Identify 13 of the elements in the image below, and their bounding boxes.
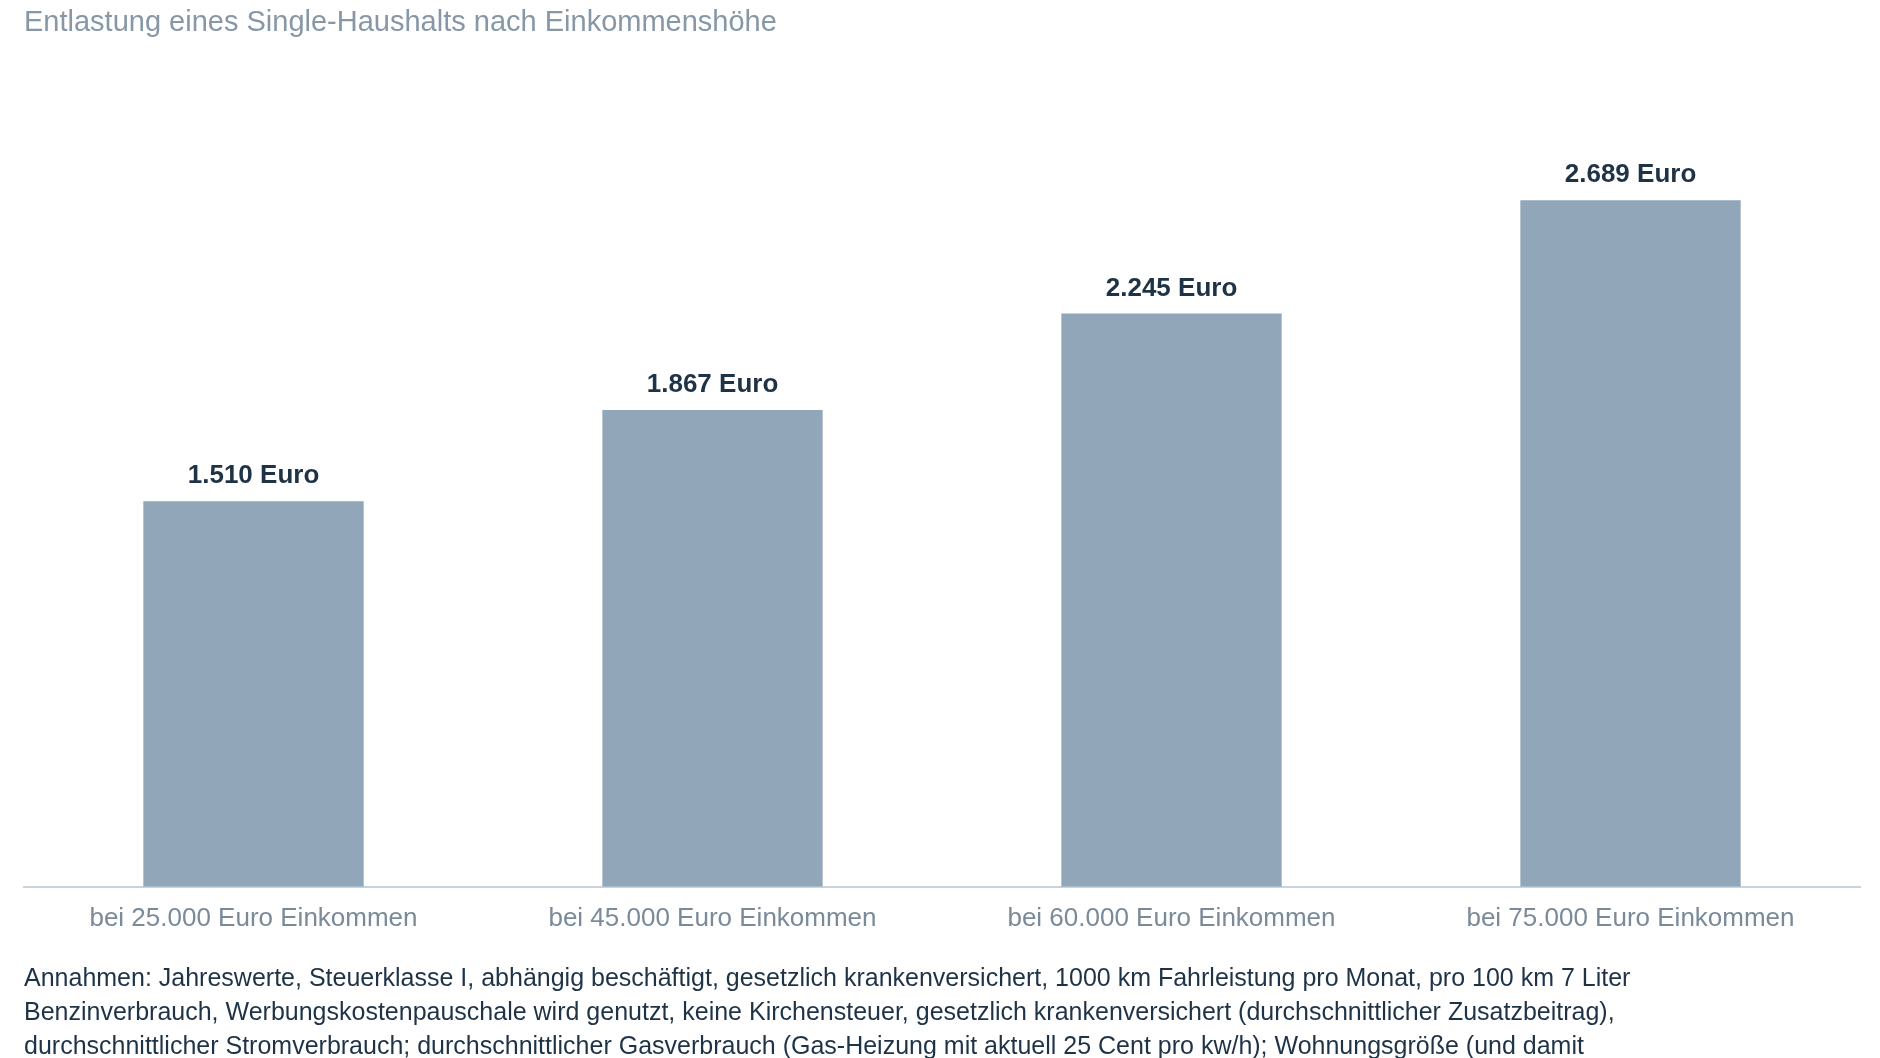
data-label: 2.689 Euro <box>1564 158 1697 189</box>
bar <box>602 410 823 887</box>
x-tick-label: bei 25.000 Euro Einkommen <box>89 901 418 932</box>
x-tick-label: bei 60.000 Euro Einkommen <box>1007 901 1336 932</box>
chart-title: Entlastung eines Single-Haushalts nach Einkommenshöhe <box>24 5 777 38</box>
x-tick-label: bei 75.000 Euro Einkommen <box>1466 901 1795 932</box>
data-label: 2.245 Euro <box>1105 271 1238 302</box>
bar <box>1061 313 1282 887</box>
x-tick-label: bei 45.000 Euro Einkommen <box>548 901 877 932</box>
data-label: 1.510 Euro <box>187 459 320 490</box>
data-label: 1.867 Euro <box>646 368 779 399</box>
bar <box>143 501 364 887</box>
bar <box>1520 200 1741 887</box>
